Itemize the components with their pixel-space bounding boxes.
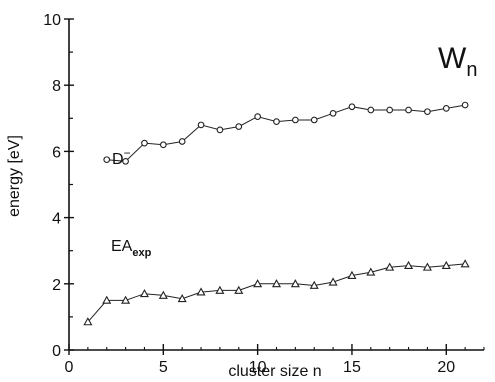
y-tick-label: 10 [43, 12, 61, 29]
data-point-triangle [196, 287, 206, 296]
data-point-circle [367, 106, 375, 114]
plot-marks [83, 101, 470, 326]
x-tick-label: 15 [343, 359, 361, 376]
data-point-triangle [309, 280, 319, 289]
axes: 0 2 4 6 8 10 0 5 10 15 20 [43, 12, 485, 376]
x-tick-label: 20 [437, 359, 455, 376]
x-tick-label: 5 [159, 359, 168, 376]
data-point-circle [235, 123, 243, 130]
data-point-circle [292, 116, 299, 124]
data-point-circle [424, 108, 431, 116]
chart-title-subscript: n [466, 59, 477, 81]
data-point-circle [178, 138, 186, 145]
data-point-circle [216, 126, 224, 134]
data-point-circle [141, 139, 148, 147]
chart-title: Wn [438, 42, 477, 81]
data-point-triangle [460, 259, 470, 268]
data-point-triangle [158, 290, 168, 299]
data-point-triangle [347, 270, 357, 279]
x-tick-label: 10 [249, 359, 267, 376]
x-axis-title: cluster size n [228, 363, 321, 380]
data-point-triangle [253, 279, 263, 288]
data-point-circle [103, 156, 111, 164]
data-point-circle [442, 105, 450, 112]
data-point-triangle [290, 279, 300, 288]
data-point-triangle [441, 260, 451, 270]
data-point-triangle [328, 277, 338, 286]
data-point-triangle [83, 317, 93, 326]
data-point-triangle [404, 260, 414, 270]
data-point-circle [461, 101, 469, 109]
series-line-0 [106, 104, 466, 162]
data-point-triangle [385, 262, 395, 271]
data-point-triangle [234, 285, 244, 294]
data-point-triangle [102, 295, 112, 304]
data-point-circle [197, 121, 205, 129]
data-point-circle [122, 157, 129, 165]
y-tick-label: 6 [52, 144, 61, 161]
data-point-triangle [121, 295, 131, 304]
data-point-circle [159, 141, 167, 149]
data-point-circle [348, 103, 356, 111]
series-label-d-main: D [112, 151, 124, 168]
data-point-triangle [422, 262, 432, 271]
y-tick-label: 2 [52, 277, 61, 294]
data-point-circle [405, 106, 412, 114]
series-label-d-superscript: − [124, 146, 131, 160]
data-point-triangle [366, 267, 376, 276]
data-point-triangle [177, 293, 187, 303]
data-point-triangle [139, 288, 149, 298]
y-tick-label: 0 [52, 343, 61, 360]
data-point-triangle [271, 279, 282, 288]
data-point-circle [310, 116, 318, 124]
y-tick-label: 4 [52, 211, 61, 228]
series-label-ea-exp: EAexp [111, 238, 152, 259]
series-label-d-minus: D− [112, 146, 131, 168]
data-point-circle [386, 106, 394, 114]
data-point-triangle [215, 285, 225, 294]
data-point-circle [329, 109, 337, 117]
data-point-circle [254, 113, 261, 120]
series-label-ea-subscript: exp [132, 247, 151, 259]
chart-title-main: W [438, 42, 467, 75]
x-tick-label: 0 [65, 359, 74, 376]
series-label-ea-main: EA [111, 238, 133, 255]
y-tick-label: 8 [52, 78, 61, 95]
y-axis-title: energy [eV] [6, 135, 23, 217]
data-point-circle [273, 118, 280, 125]
